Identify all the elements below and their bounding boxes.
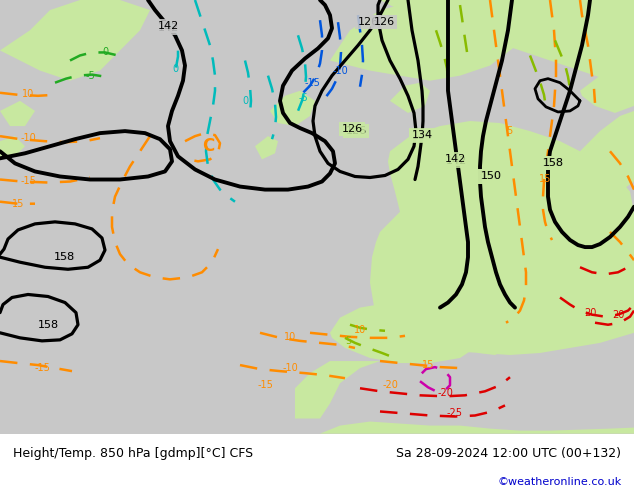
Polygon shape xyxy=(380,0,634,91)
Text: 158: 158 xyxy=(37,320,58,330)
Text: 158: 158 xyxy=(55,252,75,262)
Text: 142: 142 xyxy=(157,23,179,33)
Polygon shape xyxy=(295,361,380,418)
Text: 142: 142 xyxy=(157,21,179,31)
Text: 15: 15 xyxy=(539,173,551,183)
Text: -15: -15 xyxy=(257,380,273,390)
Text: Height/Temp. 850 hPa [gdmp][°C] CFS: Height/Temp. 850 hPa [gdmp][°C] CFS xyxy=(13,447,253,460)
Text: 142: 142 xyxy=(444,154,465,164)
Text: 10: 10 xyxy=(22,89,34,99)
Text: 0: 0 xyxy=(102,48,108,57)
Text: 134: 134 xyxy=(411,130,432,140)
Text: ©weatheronline.co.uk: ©weatheronline.co.uk xyxy=(497,477,621,487)
Text: 150: 150 xyxy=(479,172,500,181)
Text: 134: 134 xyxy=(411,131,432,141)
Text: -25: -25 xyxy=(447,409,463,418)
Polygon shape xyxy=(270,91,315,126)
Text: 10: 10 xyxy=(354,325,366,335)
Text: -5: -5 xyxy=(85,71,95,81)
Text: 20: 20 xyxy=(612,310,624,319)
Text: 150: 150 xyxy=(481,172,501,181)
Polygon shape xyxy=(320,421,634,434)
Text: C: C xyxy=(202,137,214,155)
Polygon shape xyxy=(330,0,540,81)
Text: 5: 5 xyxy=(506,126,512,136)
Polygon shape xyxy=(388,121,634,313)
Text: -20: -20 xyxy=(382,380,398,390)
Text: -20: -20 xyxy=(437,388,453,398)
Polygon shape xyxy=(460,315,515,355)
Text: Sa 28-09-2024 12:00 UTC (00+132): Sa 28-09-2024 12:00 UTC (00+132) xyxy=(396,447,621,460)
Text: 15: 15 xyxy=(12,199,24,209)
Text: 126: 126 xyxy=(346,126,366,136)
Text: 142: 142 xyxy=(445,156,467,167)
Text: 126: 126 xyxy=(358,17,378,27)
Polygon shape xyxy=(0,136,25,156)
Polygon shape xyxy=(485,207,600,302)
Text: 15: 15 xyxy=(422,360,434,370)
Text: -10: -10 xyxy=(20,133,36,143)
Text: 158: 158 xyxy=(53,252,75,262)
Text: -15: -15 xyxy=(304,78,320,88)
Polygon shape xyxy=(0,101,35,126)
Polygon shape xyxy=(390,83,430,113)
Text: 10: 10 xyxy=(284,332,296,342)
Text: 0: 0 xyxy=(172,64,178,74)
Text: 20: 20 xyxy=(584,308,596,318)
Text: 158: 158 xyxy=(541,158,562,169)
Text: -15: -15 xyxy=(20,175,36,186)
Text: -10: -10 xyxy=(332,66,348,75)
Polygon shape xyxy=(255,136,278,159)
Polygon shape xyxy=(370,192,634,355)
Polygon shape xyxy=(580,71,634,113)
Text: 126: 126 xyxy=(373,17,394,27)
Text: 158: 158 xyxy=(37,320,58,330)
Polygon shape xyxy=(580,111,634,192)
Text: 158: 158 xyxy=(543,158,564,169)
Text: -10: -10 xyxy=(282,363,298,373)
Polygon shape xyxy=(0,0,150,81)
Text: -5: -5 xyxy=(298,93,308,103)
Text: -15: -15 xyxy=(34,363,50,373)
Text: 126: 126 xyxy=(342,124,363,134)
Polygon shape xyxy=(330,302,480,363)
Text: 5: 5 xyxy=(345,336,351,346)
Text: 0: 0 xyxy=(242,96,248,106)
